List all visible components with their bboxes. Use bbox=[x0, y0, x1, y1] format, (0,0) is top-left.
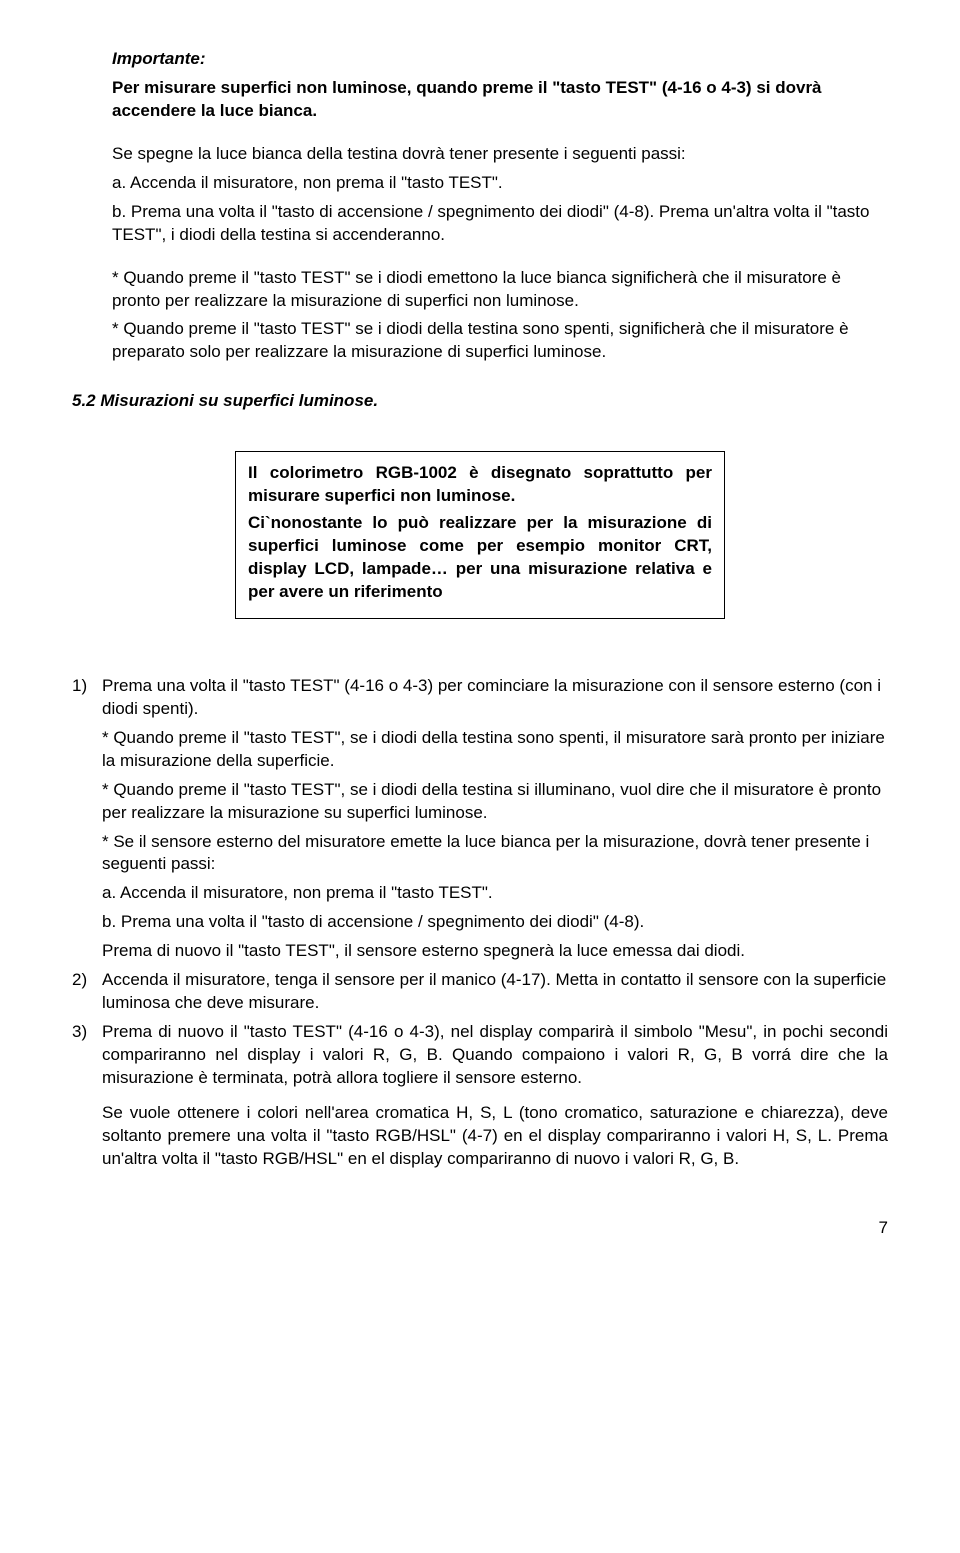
section-5-2-heading: 5.2 Misurazioni su superfici luminose. bbox=[72, 390, 888, 413]
importante-b: b. Prema una volta il "tasto di accensio… bbox=[112, 201, 888, 247]
step-1-num: 1) bbox=[72, 675, 102, 721]
importante-note2: * Quando preme il "tasto TEST" se i diod… bbox=[112, 318, 888, 364]
page-number: 7 bbox=[72, 1217, 888, 1240]
step-3-sub1: Se vuole ottenere i colori nell'area cro… bbox=[102, 1102, 888, 1171]
importante-p2: Se spegne la luce bianca della testina d… bbox=[112, 143, 888, 166]
importante-heading: Importante: bbox=[112, 48, 888, 71]
step-1-sub3: * Se il sensore esterno del misuratore e… bbox=[102, 831, 888, 877]
importante-a: a. Accenda il misuratore, non prema il "… bbox=[112, 172, 888, 195]
step-1: 1) Prema una volta il "tasto TEST" (4-16… bbox=[72, 675, 888, 721]
step-1-sub4: Prema di nuovo il "tasto TEST", il senso… bbox=[102, 940, 888, 963]
info-box-p2: Ci`nonostante lo può realizzare per la m… bbox=[248, 512, 712, 604]
importante-p1: Per misurare superfici non luminose, qua… bbox=[112, 77, 888, 123]
step-3-text: Prema di nuovo il "tasto TEST" (4-16 o 4… bbox=[102, 1021, 888, 1090]
step-3: 3) Prema di nuovo il "tasto TEST" (4-16 … bbox=[72, 1021, 888, 1090]
step-1-sub1: * Quando preme il "tasto TEST", se i dio… bbox=[102, 727, 888, 773]
step-1-sub2: * Quando preme il "tasto TEST", se i dio… bbox=[102, 779, 888, 825]
info-box-p1: Il colorimetro RGB-1002 è disegnato sopr… bbox=[248, 462, 712, 508]
info-box: Il colorimetro RGB-1002 è disegnato sopr… bbox=[235, 451, 725, 619]
step-1-text: Prema una volta il "tasto TEST" (4-16 o … bbox=[102, 675, 888, 721]
step-2: 2) Accenda il misuratore, tenga il senso… bbox=[72, 969, 888, 1015]
step-2-num: 2) bbox=[72, 969, 102, 1015]
step-1-sub-b: b. Prema una volta il "tasto di accensio… bbox=[102, 911, 888, 934]
importante-note1: * Quando preme il "tasto TEST" se i diod… bbox=[112, 267, 888, 313]
step-2-text: Accenda il misuratore, tenga il sensore … bbox=[102, 969, 888, 1015]
step-3-num: 3) bbox=[72, 1021, 102, 1090]
step-1-sub-a: a. Accenda il misuratore, non prema il "… bbox=[102, 882, 888, 905]
